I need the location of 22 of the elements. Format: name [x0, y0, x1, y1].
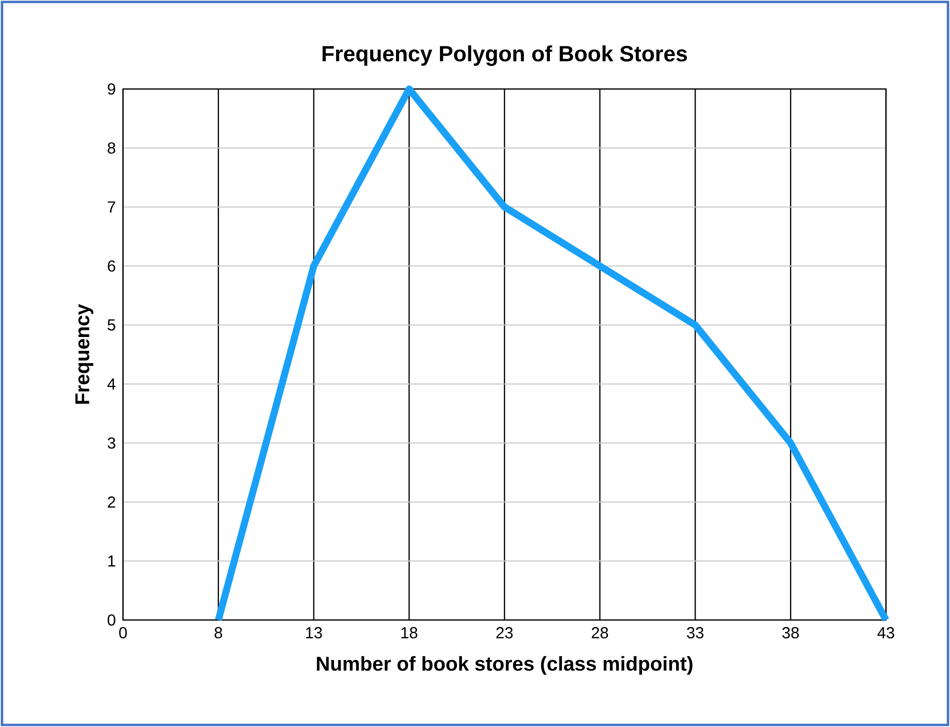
- x-tick-label: 18: [401, 627, 418, 638]
- x-tick-label: 28: [592, 627, 608, 638]
- y-tick-label: 9: [108, 83, 116, 95]
- y-tick-label: 5: [108, 319, 116, 331]
- y-tick-label: 4: [107, 378, 116, 390]
- x-tick-label: 23: [496, 627, 513, 638]
- y-tick-label: 0: [108, 614, 116, 626]
- x-tick-label: 38: [782, 627, 799, 638]
- x-tick-label: 0: [119, 627, 127, 638]
- x-tick-label: 8: [214, 627, 222, 638]
- y-tick-label: 2: [108, 496, 116, 508]
- x-axis-title: Number of book stores (class midpoint): [316, 656, 692, 675]
- y-axis-title: Frequency: [75, 304, 94, 404]
- x-tick-label: 13: [306, 627, 322, 638]
- x-tick-label: 43: [877, 627, 894, 638]
- x-tick-label: 33: [686, 627, 704, 638]
- y-tick-label: 7: [108, 201, 116, 212]
- y-tick-label: 6: [108, 260, 116, 272]
- y-tick-label: 1: [108, 555, 116, 566]
- chart-title: Frequency Polygon of Book Stores: [322, 45, 687, 66]
- y-tick-label: 3: [108, 437, 116, 449]
- y-tick-label: 8: [108, 142, 116, 154]
